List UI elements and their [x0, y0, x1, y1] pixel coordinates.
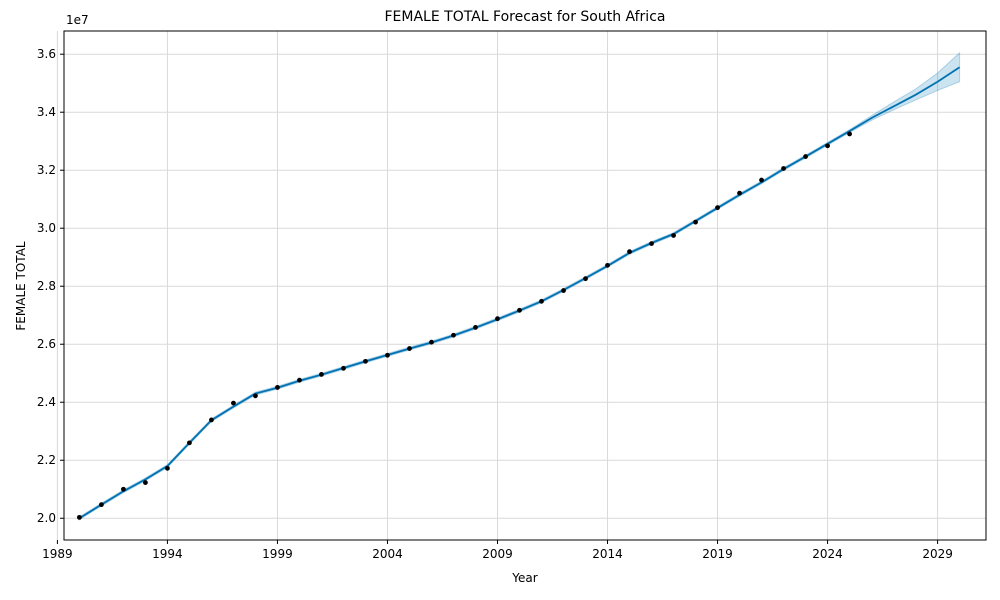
observed-point	[165, 465, 170, 471]
observed-point	[517, 307, 522, 313]
observed-point	[275, 385, 280, 390]
observed-point	[803, 154, 808, 159]
observed-point	[693, 219, 698, 225]
observed-point	[77, 514, 82, 520]
y-tick-label: 2.8	[37, 279, 56, 293]
observed-point	[451, 332, 456, 338]
y-axis-ticks: 2.0 2.2 2.4 2.6 2.8 3.0 3.2 3.4 3.6	[37, 47, 64, 525]
observed-point	[649, 241, 654, 246]
band-layer	[78, 51, 961, 521]
observed-point	[605, 262, 610, 268]
observed-point	[231, 400, 236, 406]
point-layer	[77, 131, 852, 520]
observed-point	[759, 177, 764, 183]
y-tick-label: 2.0	[37, 511, 56, 525]
x-tick-label: 2014	[592, 547, 623, 561]
y-axis-label: FEMALE TOTAL	[14, 241, 28, 331]
observed-point	[715, 205, 720, 211]
observed-point	[385, 352, 390, 358]
observed-point	[781, 166, 786, 171]
y-tick-label: 3.6	[37, 47, 56, 61]
observed-point	[539, 298, 544, 304]
observed-point	[495, 316, 500, 322]
observed-point	[319, 371, 324, 377]
observed-point	[187, 440, 192, 446]
observed-point	[121, 486, 126, 492]
observed-point	[99, 502, 104, 508]
observed-point	[561, 288, 566, 293]
x-tick-label: 1994	[152, 547, 183, 561]
observed-point	[297, 377, 302, 383]
y-tick-label: 3.0	[37, 221, 56, 235]
observed-point	[407, 346, 412, 351]
y-tick-label: 2.2	[37, 453, 56, 467]
observed-point	[583, 276, 588, 282]
observed-point	[825, 143, 830, 149]
observed-point	[143, 480, 148, 485]
x-tick-label: 2019	[702, 547, 733, 561]
x-axis-label: Year	[511, 571, 537, 585]
x-tick-label: 2004	[372, 547, 403, 561]
y-axis-offset-label: 1e7	[66, 13, 89, 27]
y-tick-label: 3.2	[37, 163, 56, 177]
y-tick-label: 3.4	[37, 105, 56, 119]
x-tick-label: 2024	[812, 547, 843, 561]
observed-point	[253, 393, 258, 399]
observed-point	[341, 365, 346, 371]
observed-point	[429, 339, 434, 345]
chart-title: FEMALE TOTAL Forecast for South Africa	[385, 9, 666, 25]
observed-point	[363, 358, 368, 364]
forecast-uncertainty-band	[78, 51, 961, 521]
observed-point	[847, 131, 852, 137]
observed-point	[671, 233, 676, 238]
observed-point	[737, 190, 742, 196]
x-axis-ticks: 1989 1994 1999 2004 2009 2014 2019 2024 2029	[42, 540, 953, 561]
x-tick-label: 1999	[262, 547, 293, 561]
x-tick-label: 1989	[42, 547, 73, 561]
x-tick-label: 2009	[482, 547, 513, 561]
y-tick-label: 2.4	[37, 395, 56, 409]
observed-point	[209, 417, 214, 423]
y-tick-label: 2.6	[37, 337, 56, 351]
plot-frame	[63, 30, 987, 541]
x-tick-label: 2029	[922, 547, 953, 561]
grid-layer	[56, 31, 986, 540]
observed-point	[473, 325, 478, 330]
observed-point	[627, 249, 632, 255]
